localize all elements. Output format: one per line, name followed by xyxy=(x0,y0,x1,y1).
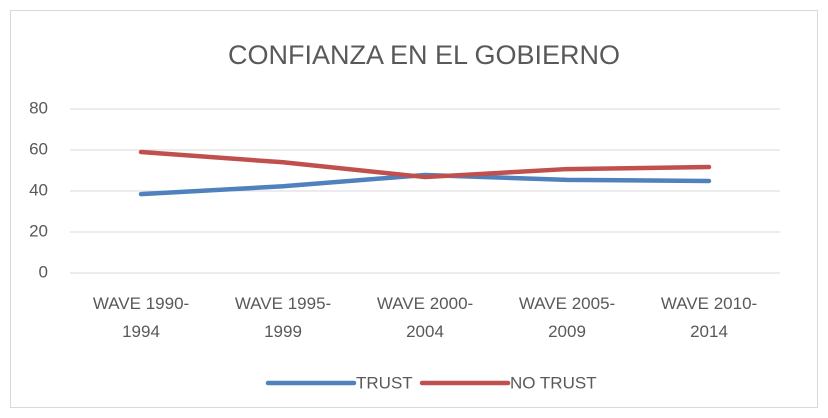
y-tick-label: 80 xyxy=(29,98,48,117)
x-tick-label: WAVE 2010-2014 xyxy=(661,294,757,341)
chart-border xyxy=(10,10,818,408)
x-tick-label: WAVE 1990-1994 xyxy=(93,294,189,341)
y-tick-label: 0 xyxy=(39,262,48,281)
y-tick-label: 20 xyxy=(29,221,48,240)
y-tick-label: 60 xyxy=(29,139,48,158)
y-tick-label: 40 xyxy=(29,180,48,199)
chart-title: CONFIANZA EN EL GOBIERNO xyxy=(228,40,620,70)
legend-label: NO TRUST xyxy=(510,373,597,392)
x-tick-label: WAVE 2005-2009 xyxy=(519,294,615,341)
x-tick-label: WAVE 1995-1999 xyxy=(235,294,331,341)
x-tick-label: WAVE 2000-2004 xyxy=(377,294,473,341)
line-series xyxy=(138,149,712,180)
legend-label: TRUST xyxy=(356,373,413,392)
